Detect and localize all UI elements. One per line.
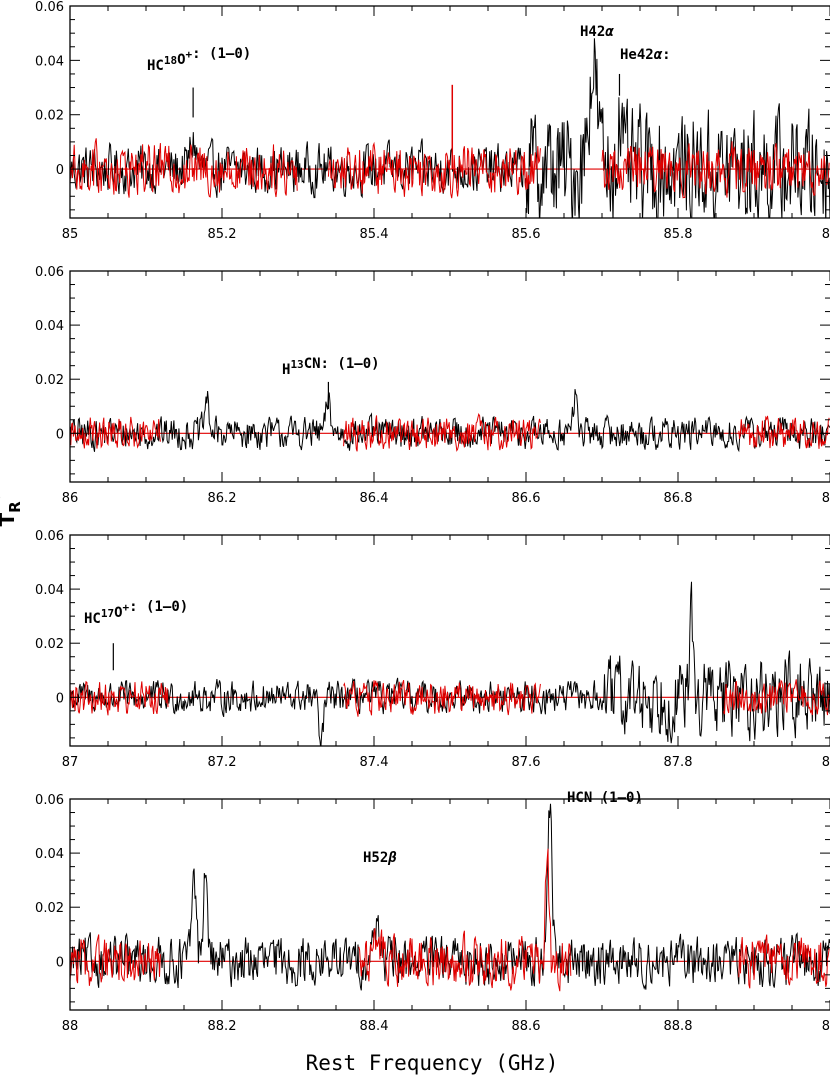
model-spectrum-segment-1: [70, 680, 169, 716]
x-tick-label: 86: [62, 491, 79, 506]
x-tick-label: 88.2: [208, 1019, 237, 1034]
spectrum-panel-3: 87 87.2 87.4 87.6 87.8 88 0 0.02 0.04 0.06 HC17O+:…: [35, 529, 830, 770]
y-tick-label: 0: [56, 955, 64, 970]
model-spectrum-segment-2: [343, 679, 541, 717]
y-label-main: T: [0, 513, 19, 527]
y-tick-label: 0.06: [35, 793, 64, 808]
x-tick-label: 87.8: [664, 755, 693, 770]
model-spectrum-segment-2: [327, 141, 541, 199]
line-label: H13CN: (1–0): [282, 356, 380, 378]
panel-frame: [69, 270, 830, 483]
y-tick-label: 0.06: [35, 0, 64, 15]
x-tick-label: 85.2: [208, 227, 237, 242]
x-tick-label: 88.4: [360, 1019, 389, 1034]
x-tick-label: 88.6: [512, 1019, 541, 1034]
observed-spectrum: [70, 581, 830, 746]
x-tick-label: 88.8: [664, 1019, 693, 1034]
line-label: HC18O+: (1–0): [147, 46, 251, 74]
model-spectrum-segment-2: [358, 848, 572, 992]
model-spectrum-segment-3: [738, 415, 830, 449]
x-tick-label: 88: [62, 1019, 79, 1034]
model-spectrum-segment-1: [70, 934, 161, 986]
y-tick-label: 0: [56, 691, 64, 706]
y-tick-label: 0.04: [35, 54, 64, 69]
y-tick-label: 0.06: [35, 265, 64, 280]
model-spectrum-segment-3: [738, 934, 830, 989]
x-tick-label: 86.6: [512, 491, 541, 506]
y-label-sub: R: [6, 501, 24, 513]
x-tick-label: 87: [62, 755, 79, 770]
model-spectrum-segment-2: [343, 413, 541, 452]
y-tick-label: 0.02: [35, 109, 64, 124]
x-tick-label: 86.8: [664, 491, 693, 506]
panel-frame: [69, 534, 830, 747]
panels-group: 85 85.2 85.4 85.6 85.8 86 0 0.02 0.04 0.06 HC18O+:…: [35, 0, 830, 1034]
line-label: H42α: [580, 24, 614, 40]
x-axis-label: Rest Frequency (GHz): [306, 1051, 559, 1075]
model-spectrum-segment-1: [70, 138, 298, 198]
y-tick-label: 0.06: [35, 529, 64, 544]
x-tick-label: 87.4: [360, 755, 389, 770]
line-label: HCN (1–0): [567, 790, 643, 806]
model-spectrum-segment-3: [723, 679, 830, 716]
x-tick-label: 87: [822, 491, 830, 506]
line-label: He42α:: [620, 47, 671, 63]
y-tick-label: 0.02: [35, 637, 64, 652]
x-tick-label: 86.4: [360, 491, 389, 506]
spectrum-panel-2: 86 86.2 86.4 86.6 86.8 87 0 0.02 0.04 0.06 H13CN: …: [35, 265, 830, 506]
y-tick-label: 0.04: [35, 847, 64, 862]
spectrum-panel-4: 88 88.2 88.4 88.6 88.8 89 0 0.02 0.04 0.06 H52β HCN…: [35, 790, 830, 1034]
observed-spectrum: [70, 803, 830, 991]
x-tick-label: 86.2: [208, 491, 237, 506]
x-tick-label: 85.4: [360, 227, 389, 242]
x-tick-label: 87.6: [512, 755, 541, 770]
x-tick-label: 89: [822, 1019, 830, 1034]
line-label: H52β: [363, 850, 397, 866]
y-tick-label: 0.02: [35, 373, 64, 388]
x-tick-label: 85: [62, 227, 79, 242]
spectrum-panel-1: 85 85.2 85.4 85.6 85.8 86 0 0.02 0.04 0.06 HC18O+:…: [35, 0, 830, 242]
y-tick-label: 0.04: [35, 583, 64, 598]
observed-spectrum: [70, 38, 830, 218]
x-tick-label: 86: [822, 227, 830, 242]
panel-frame: [69, 5, 830, 219]
line-label: HC17O+: (1–0): [84, 599, 188, 627]
observed-spectrum: [70, 389, 830, 453]
panel-frame: [69, 798, 830, 1011]
x-tick-label: 87.2: [208, 755, 237, 770]
y-tick-label: 0.04: [35, 319, 64, 334]
y-label-sup: *: [0, 493, 8, 501]
y-axis-label: TR*: [0, 493, 24, 526]
x-tick-label: 88: [822, 755, 830, 770]
y-tick-label: 0: [56, 163, 64, 178]
y-tick-label: 0.02: [35, 901, 64, 916]
model-spectrum-segment-1: [70, 416, 161, 449]
model-spectrum-segment-3: [601, 141, 830, 199]
x-tick-label: 85.6: [512, 227, 541, 242]
y-tick-label: 0: [56, 427, 64, 442]
x-tick-label: 85.8: [664, 227, 693, 242]
